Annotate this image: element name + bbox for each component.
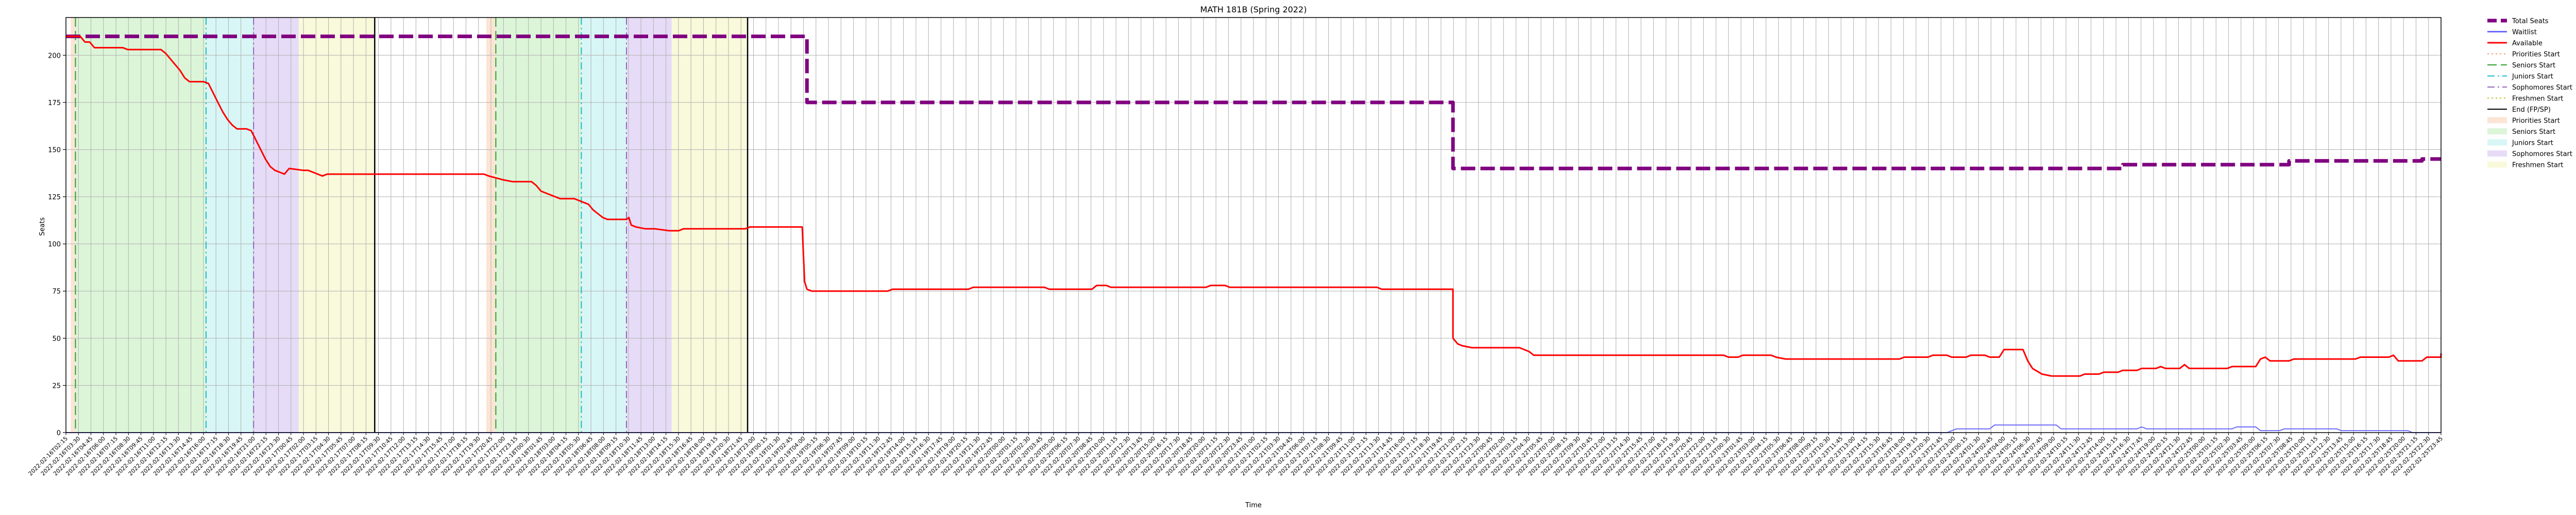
legend-label-11: Juniors Start bbox=[2512, 140, 2553, 147]
y-tick-label-3: 75 bbox=[52, 288, 61, 296]
phase-region-8 bbox=[626, 18, 672, 433]
legend-label-0: Total Seats bbox=[2512, 18, 2549, 25]
legend-swatch-13 bbox=[2487, 161, 2507, 168]
y-tick-label-7: 175 bbox=[48, 99, 61, 107]
legend: Total Seats Waitlist Available Priorities S… bbox=[2487, 18, 2572, 169]
legend-label-2: Available bbox=[2512, 40, 2543, 47]
legend-label-9: Priorities Start bbox=[2512, 117, 2560, 125]
y-tick-label-4: 100 bbox=[48, 241, 61, 249]
phase-region-4 bbox=[298, 18, 375, 433]
legend-swatch-11 bbox=[2487, 139, 2507, 146]
x-axis-label: Time bbox=[1245, 502, 1262, 509]
legend-label-3: Priorities Start bbox=[2512, 51, 2560, 59]
legend-label-7: Freshmen Start bbox=[2512, 95, 2563, 103]
y-axis-ticks: 0 25 50 75 100 125 150 175 200 bbox=[48, 52, 66, 437]
phase-region-6 bbox=[496, 18, 582, 433]
y-tick-label-2: 50 bbox=[52, 335, 61, 343]
phase-lines bbox=[75, 18, 749, 433]
grid bbox=[65, 18, 2442, 433]
legend-label-13: Freshmen Start bbox=[2512, 162, 2563, 169]
series-line-available bbox=[66, 36, 2442, 377]
y-tick-label-6: 150 bbox=[48, 146, 61, 154]
legend-swatch-10 bbox=[2487, 128, 2507, 134]
phase-region-0 bbox=[71, 18, 76, 433]
series-line-total-seats bbox=[66, 35, 2441, 170]
legend-label-8: End (FP/SP) bbox=[2512, 106, 2551, 114]
x-axis-ticks: 2022-02-16T02:152022-02-16T03:302022-02-… bbox=[27, 433, 2444, 477]
legend-label-5: Juniors Start bbox=[2512, 73, 2553, 81]
phase-region-9 bbox=[671, 18, 748, 433]
phase-region-3 bbox=[253, 18, 299, 433]
series-lines bbox=[66, 35, 2442, 433]
y-tick-label-5: 125 bbox=[48, 194, 61, 201]
legend-label-6: Sophomores Start bbox=[2512, 84, 2572, 92]
legend-swatch-12 bbox=[2487, 150, 2507, 157]
y-tick-label-8: 200 bbox=[48, 52, 61, 60]
phase-region-2 bbox=[206, 18, 254, 433]
legend-label-1: Waitlist bbox=[2512, 29, 2537, 37]
legend-swatch-9 bbox=[2487, 117, 2507, 124]
legend-label-4: Seniors Start bbox=[2512, 62, 2555, 70]
y-axis-label: Seats bbox=[39, 217, 46, 236]
phase-region-7 bbox=[581, 18, 626, 433]
chart-title: MATH 181B (Spring 2022) bbox=[1200, 5, 1307, 14]
legend-label-12: Sophomores Start bbox=[2512, 150, 2572, 158]
y-tick-label-0: 0 bbox=[57, 430, 61, 437]
legend-label-10: Seniors Start bbox=[2512, 128, 2555, 136]
y-tick-label-1: 25 bbox=[52, 382, 61, 390]
series-line-waitlist bbox=[66, 424, 2441, 433]
